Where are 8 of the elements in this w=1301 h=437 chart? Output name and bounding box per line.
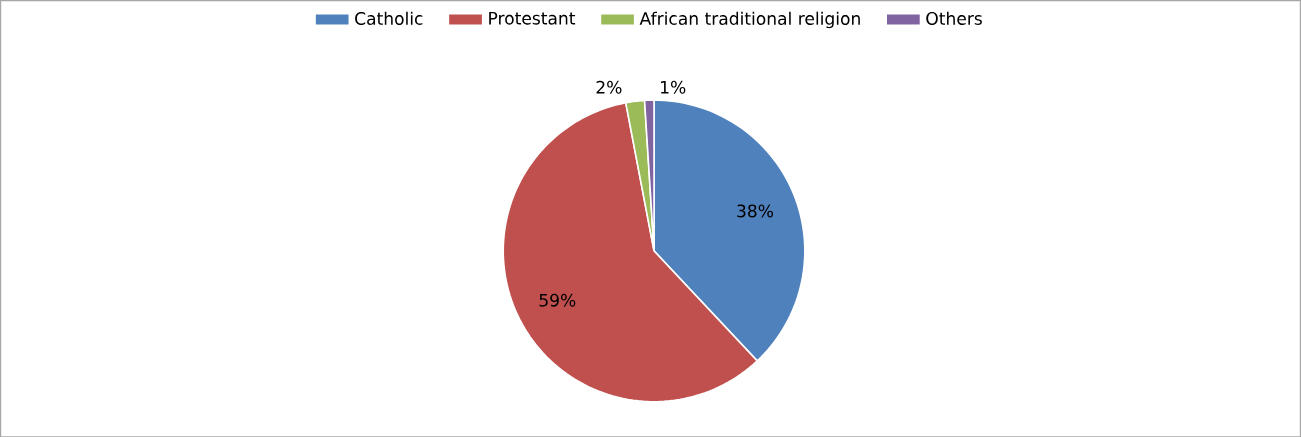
legend-label: Others [926, 11, 982, 25]
data-label: 38% [737, 204, 774, 218]
legend-label: African traditional religion [639, 11, 860, 28]
data-label: 1% [661, 80, 686, 94]
data-label: 2% [596, 80, 622, 94]
legend-label: Catholic [355, 11, 423, 25]
data-label: 59% [539, 293, 576, 307]
legend-label: Protestant [489, 11, 576, 25]
